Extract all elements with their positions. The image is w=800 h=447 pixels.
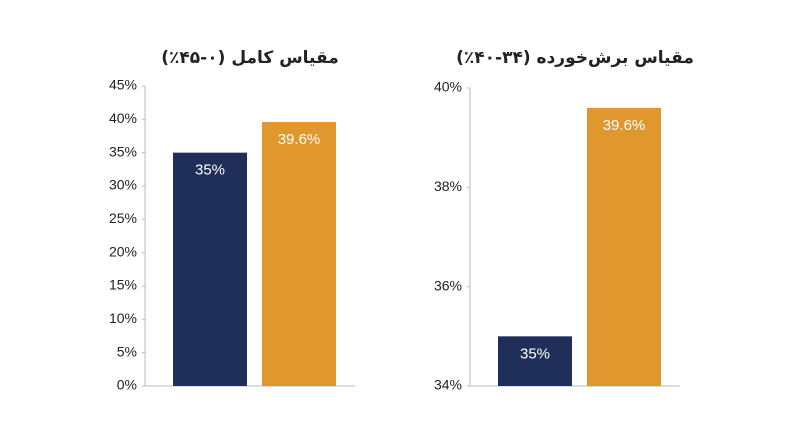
- y-tick-label: 0%: [117, 377, 137, 393]
- y-tick-label: 40%: [434, 79, 462, 95]
- y-tick-label: 34%: [434, 377, 462, 393]
- y-tick-label: 30%: [109, 177, 137, 193]
- y-tick-label: 20%: [109, 243, 137, 259]
- value-label: 39.6%: [278, 131, 321, 148]
- chart-title: مقیاس برش‌خورده (۳۴-۴۰٪): [456, 48, 694, 68]
- bar: [498, 336, 572, 386]
- bar: [173, 152, 247, 386]
- value-label: 35%: [195, 162, 225, 179]
- y-tick-label: 36%: [434, 277, 462, 293]
- y-tick-label: 25%: [109, 210, 137, 226]
- y-tick-label: 15%: [109, 277, 137, 293]
- value-label: 39.6%: [603, 117, 646, 134]
- value-label: 35%: [520, 345, 550, 362]
- y-tick-label: 5%: [117, 343, 137, 359]
- y-tick-label: 35%: [109, 143, 137, 159]
- y-tick-label: 38%: [434, 178, 462, 194]
- y-tick-label: 40%: [109, 110, 137, 126]
- chart-title: مقیاس کامل (۰-۴۵٪): [161, 48, 339, 68]
- y-tick-label: 10%: [109, 310, 137, 326]
- y-tick-label: 45%: [109, 77, 137, 93]
- bar: [262, 122, 336, 386]
- bar: [587, 107, 661, 386]
